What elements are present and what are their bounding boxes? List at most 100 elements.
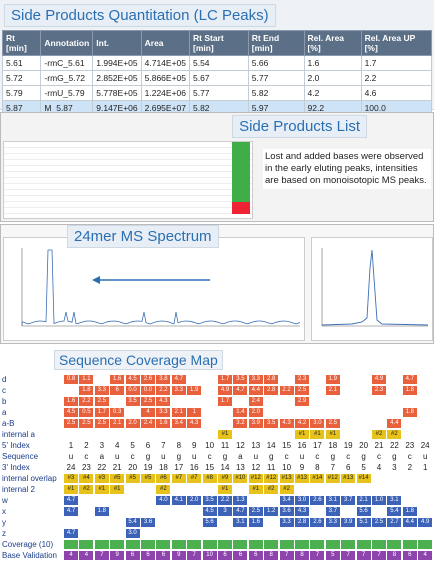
list-item[interactable] bbox=[4, 178, 252, 184]
coverage-cell: 2.5 bbox=[325, 419, 340, 428]
coverage-row-label: a-B bbox=[2, 419, 15, 428]
coverage-cell bbox=[310, 540, 325, 549]
column-header[interactable]: Area bbox=[140, 30, 190, 56]
list-item[interactable] bbox=[4, 196, 252, 202]
list-item[interactable] bbox=[4, 208, 252, 214]
coverage-row: internal 2 #1 #2 #1 #1 #2 #1 #1 #2 #2 bbox=[2, 484, 432, 495]
coverage-row-label: Sequence bbox=[2, 452, 39, 461]
coverage-cell: 23 bbox=[81, 463, 91, 472]
coverage-cell: #5 bbox=[110, 474, 125, 483]
coverage-cell: 1.8 bbox=[94, 507, 109, 516]
list-item[interactable] bbox=[4, 142, 252, 148]
table-cell: -rmG_5.72 bbox=[40, 70, 94, 86]
coverage-cell bbox=[187, 540, 202, 549]
coverage-cell: #2 bbox=[387, 430, 402, 439]
status-swatch bbox=[232, 148, 250, 154]
coverage-title: Sequence Coverage Map bbox=[54, 350, 223, 370]
coverage-cell: 1.9 bbox=[187, 386, 202, 395]
coverage-cell bbox=[295, 540, 309, 549]
table-cell: 4.6 bbox=[360, 85, 433, 101]
coverage-cell: 6 bbox=[233, 551, 248, 560]
coverage-cell: #5 bbox=[141, 474, 155, 483]
coverage-cell: 15 bbox=[282, 441, 292, 450]
coverage-cell: 16 bbox=[297, 441, 307, 450]
coverage-cell: 21 bbox=[112, 463, 122, 472]
table-cell: 5.77 bbox=[247, 70, 305, 86]
list-item[interactable] bbox=[4, 202, 252, 208]
coverage-cell bbox=[264, 540, 279, 549]
coverage-cell: 6 bbox=[248, 551, 263, 560]
coverage-cell: #5 bbox=[125, 474, 140, 483]
coverage-cell: 17 bbox=[174, 463, 184, 472]
coverage-cell: a bbox=[238, 452, 243, 461]
side-products-grid[interactable] bbox=[3, 141, 253, 219]
coverage-cell: 3.2 bbox=[233, 419, 248, 428]
column-header[interactable]: Rel. Area [%] bbox=[303, 30, 362, 56]
coverage-cell: 7 bbox=[330, 463, 336, 472]
list-item[interactable] bbox=[4, 160, 252, 166]
coverage-cell: 7 bbox=[310, 551, 325, 560]
coverage-cell: g bbox=[222, 452, 228, 461]
coverage-cell: 3.1 bbox=[387, 496, 402, 505]
list-item[interactable] bbox=[4, 148, 252, 154]
table-row[interactable]: 5.79 -rmU_5.79 5.778E+05 1.224E+06 5.77 5.82 4… bbox=[1, 85, 433, 101]
column-header[interactable]: Rt Start [min] bbox=[188, 30, 249, 56]
column-header[interactable]: Rt End [min] bbox=[247, 30, 305, 56]
coverage-cell: 3.7 bbox=[341, 496, 356, 505]
column-header[interactable]: Int. bbox=[92, 30, 142, 56]
coverage-cell: 1.6 bbox=[248, 518, 263, 527]
coverage-cell: 2 bbox=[84, 441, 89, 450]
coverage-cell: 4.7 bbox=[233, 507, 248, 516]
coverage-cell: 24 bbox=[420, 441, 430, 450]
coverage-row-label: c bbox=[2, 386, 6, 395]
coverage-cell: #2 bbox=[264, 485, 279, 494]
coverage-cell: 1.9 bbox=[325, 375, 340, 384]
coverage-cell: 6 bbox=[402, 551, 417, 560]
table-cell: -rmC_5.61 bbox=[40, 55, 94, 71]
coverage-cell bbox=[356, 540, 371, 549]
table-row[interactable]: 5.72 -rmG_5.72 2.852E+05 5.866E+05 5.67 5.77 2… bbox=[1, 70, 433, 86]
coverage-cell: 6 bbox=[156, 551, 171, 560]
table-cell: 2.2 bbox=[360, 70, 433, 86]
coverage-cell: 2.5 bbox=[372, 518, 386, 527]
list-item[interactable] bbox=[4, 172, 252, 178]
coverage-cell: g bbox=[145, 452, 151, 461]
list-item[interactable] bbox=[4, 190, 252, 196]
coverage-row: a-B 2.5 2.5 2.5 2.1 2.0 2.4 1.6 3.4 4.3 3.2 3.9 3.5 4… bbox=[2, 418, 432, 429]
table-row[interactable]: 5.61 -rmC_5.61 1.994E+05 4.714E+05 5.54 5.66 1… bbox=[1, 55, 433, 71]
coverage-cell: 4.5 bbox=[202, 507, 217, 516]
coverage-cell: 1 bbox=[68, 441, 74, 450]
coverage-cell: 4 bbox=[79, 551, 94, 560]
coverage-cell: g bbox=[361, 452, 366, 461]
coverage-cell: c bbox=[315, 452, 320, 461]
list-item[interactable] bbox=[4, 184, 252, 190]
coverage-cell bbox=[94, 540, 109, 549]
coverage-cell: c bbox=[130, 452, 135, 461]
list-item[interactable] bbox=[4, 154, 252, 160]
arrow-head-icon bbox=[92, 276, 100, 284]
column-header[interactable]: Annotation bbox=[40, 30, 94, 56]
coverage-cell: u bbox=[422, 452, 428, 461]
coverage-row: internal overlap #3 #4 #3 #5 #5 #5 #6 #7 #7 #8 #9 #1… bbox=[2, 473, 432, 484]
coverage-cell: 3.7 bbox=[325, 507, 340, 516]
ms-spectrum-plot[interactable] bbox=[3, 237, 305, 341]
coverage-cell: 6 bbox=[345, 463, 351, 472]
coverage-cell: 8 bbox=[176, 441, 182, 450]
coverage-cell: 4.5 bbox=[64, 408, 78, 417]
coverage-cell: u bbox=[253, 452, 259, 461]
coverage-cell bbox=[125, 540, 140, 549]
coverage-cell: 2.3 bbox=[295, 375, 309, 384]
coverage-row-label: d bbox=[2, 375, 7, 384]
table-header-row: Rt [min] Annotation Int. Area Rt Start [min]… bbox=[1, 30, 433, 56]
chromatogram-plot[interactable] bbox=[311, 237, 433, 341]
table-cell: 1.224E+06 bbox=[140, 85, 190, 101]
coverage-row: y 5.4 3.6 5.6 3.1 1.6 3.3 2.8 2.6 3.3 3.9 5.1 2.5 2.7… bbox=[2, 517, 433, 528]
coverage-cell: 3.4 bbox=[279, 496, 294, 505]
coverage-cell: 3.3 bbox=[94, 386, 109, 395]
coverage-cell: 5.6 bbox=[356, 507, 371, 516]
list-item[interactable] bbox=[4, 166, 252, 172]
column-header[interactable]: Rt [min] bbox=[1, 30, 42, 56]
coverage-cell: c bbox=[284, 452, 289, 461]
status-swatch bbox=[232, 166, 250, 172]
column-header[interactable]: Rel. Area UP [%] bbox=[360, 30, 433, 56]
